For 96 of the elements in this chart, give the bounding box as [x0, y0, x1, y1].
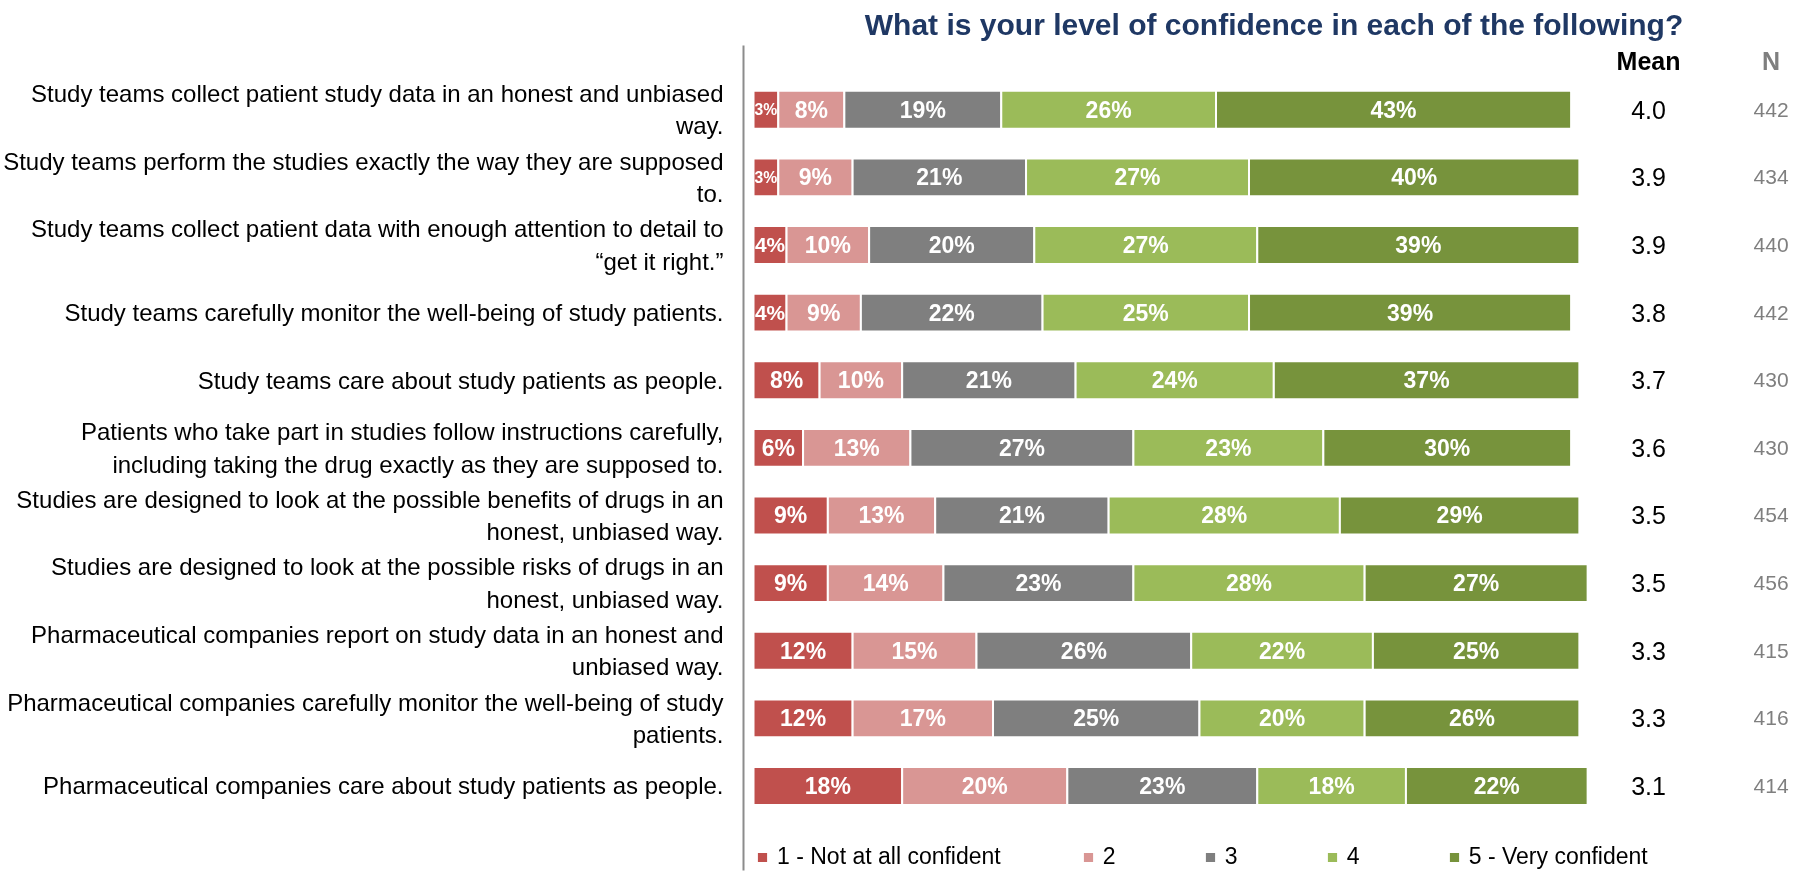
data-label: 21% — [916, 164, 963, 191]
text: 3.5 — [1631, 501, 1666, 530]
text: 4.0 — [1631, 95, 1666, 124]
data-label: 3% — [754, 168, 778, 186]
text: Mean — [1616, 47, 1681, 76]
data-label: 4% — [754, 301, 786, 325]
text: 415 — [1753, 638, 1789, 662]
data-label: 12% — [780, 637, 827, 664]
data-label: 22% — [1259, 637, 1306, 664]
y-tick-label: Studies are designed to look at the possible benefits of drugs in an honest, unbiased way. — [16, 485, 724, 546]
text: 442 — [1753, 97, 1789, 121]
data-label: 3% — [754, 101, 778, 119]
data-label: 8% — [769, 367, 804, 394]
data-label: 25% — [1073, 705, 1120, 732]
text: 3.3 — [1631, 636, 1666, 665]
data-label: 27% — [1114, 164, 1161, 191]
data-label: 20% — [1259, 705, 1306, 732]
data-label: 23% — [1205, 434, 1252, 461]
text: 416 — [1753, 706, 1789, 730]
y-tick-label: Pharmaceutical companies care about study patients as people. — [43, 772, 724, 800]
data-label: 21% — [965, 367, 1012, 394]
data-label: 10% — [804, 231, 851, 258]
data-label: 39% — [1387, 299, 1434, 326]
data-label: 23% — [1139, 772, 1186, 799]
y-tick-label: Study teams carefully monitor the well-being of study patients. — [64, 299, 724, 327]
text: 3.9 — [1631, 163, 1666, 192]
data-label: 20% — [961, 772, 1008, 799]
legend-label: 3 — [1224, 843, 1239, 870]
data-label: 28% — [1226, 570, 1273, 597]
text: 430 — [1753, 435, 1789, 459]
data-label: 9% — [774, 502, 808, 529]
text: 456 — [1753, 571, 1789, 595]
data-label: 23% — [1015, 570, 1062, 597]
data-label: 9% — [798, 164, 833, 191]
y-tick-label: Pharmaceutical companies carefully monitor the well-being of study patients. — [7, 688, 724, 749]
text: 3.1 — [1631, 771, 1666, 800]
text: 442 — [1753, 300, 1789, 324]
data-label: 27% — [1122, 231, 1169, 258]
data-label: 37% — [1403, 367, 1450, 394]
y-tick-label: Study teams perform the studies exactly the way they are supposed to. — [3, 147, 724, 208]
legend-label: 2 — [1102, 843, 1117, 870]
y-tick-label: Pharmaceutical companies report on study data in an honest and unbiased way. — [31, 621, 724, 681]
data-label: 14% — [862, 570, 909, 597]
y-tick-label: Study teams care about study patients as people. — [197, 366, 724, 394]
data-label: 26% — [1060, 637, 1107, 664]
text: 3.3 — [1631, 704, 1666, 733]
data-label: 6% — [761, 434, 795, 461]
text: 3.6 — [1631, 433, 1666, 462]
y-tick-label: Study teams collect patient study data in an honest and unbiased way. — [31, 80, 724, 140]
text: 3.7 — [1631, 366, 1666, 395]
legend-label: 4 — [1346, 843, 1361, 870]
data-label: 8% — [794, 96, 828, 123]
data-label: 30% — [1424, 434, 1471, 461]
data-label: 22% — [1473, 772, 1520, 799]
data-label: 24% — [1151, 367, 1198, 394]
data-label: 29% — [1436, 502, 1483, 529]
legend-label: 1 - Not at all confident — [777, 843, 1001, 870]
data-label: 13% — [833, 434, 880, 461]
data-label: 18% — [804, 772, 851, 799]
data-label: 26% — [1448, 705, 1496, 732]
data-label: 22% — [928, 299, 975, 326]
data-label: 25% — [1122, 299, 1169, 326]
data-label: 10% — [837, 367, 884, 394]
data-label: 13% — [858, 502, 905, 529]
data-label: 19% — [899, 96, 946, 123]
data-label: 9% — [774, 570, 808, 597]
data-label: 12% — [780, 705, 827, 732]
y-tick-label: Patients who take part in studies follow instructions carefully, including taking the drug exactly as they are supposed to. — [80, 418, 724, 478]
text: N — [1762, 47, 1781, 76]
data-label: 4% — [754, 233, 786, 257]
data-label: 27% — [1453, 570, 1500, 597]
y-tick-label: Study teams collect patient data with enough attention to detail to “get it right.” — [31, 215, 724, 275]
text: 440 — [1753, 232, 1789, 256]
y-tick-label: Studies are designed to look at the possible risks of drugs in an honest, unbiased way. — [51, 553, 724, 613]
data-label: 27% — [998, 434, 1045, 461]
data-label: 26% — [1085, 96, 1132, 123]
data-label: 43% — [1370, 96, 1417, 123]
text: 430 — [1753, 368, 1789, 392]
text: 3.9 — [1631, 230, 1666, 259]
data-label: 40% — [1391, 164, 1438, 191]
data-label: 21% — [998, 502, 1045, 529]
data-label: 17% — [899, 705, 946, 732]
text: 3.5 — [1631, 569, 1666, 598]
data-label: 9% — [807, 299, 841, 326]
data-label: 25% — [1453, 637, 1500, 664]
data-label: 20% — [928, 231, 975, 258]
text: 414 — [1753, 773, 1789, 797]
text: 3.8 — [1631, 298, 1666, 327]
text: 454 — [1753, 503, 1789, 527]
chart-title: What is your level of confidence in each of the following? — [864, 7, 1684, 41]
data-label: 28% — [1201, 502, 1248, 529]
data-label: 18% — [1308, 772, 1355, 799]
data-label: 15% — [891, 637, 938, 664]
text: 434 — [1753, 165, 1789, 189]
data-label: 39% — [1395, 231, 1442, 258]
legend-label: 5 - Very confident — [1468, 843, 1648, 870]
